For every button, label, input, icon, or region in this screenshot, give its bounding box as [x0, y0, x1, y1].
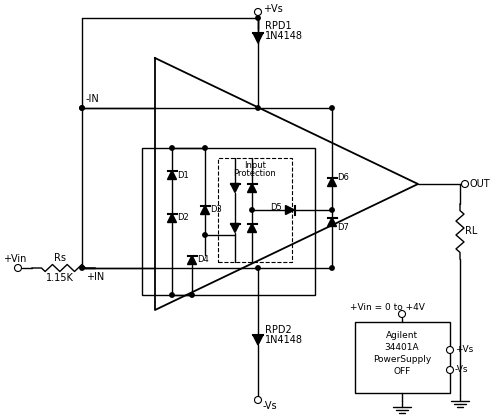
Text: +IN: +IN	[86, 272, 104, 282]
Circle shape	[203, 233, 207, 237]
Circle shape	[250, 208, 254, 212]
Text: OFF: OFF	[394, 367, 410, 376]
Circle shape	[203, 146, 207, 150]
Text: 1.15K: 1.15K	[46, 273, 74, 283]
Text: RPD2: RPD2	[265, 325, 292, 335]
Polygon shape	[328, 178, 336, 186]
Circle shape	[170, 293, 174, 297]
Text: RL: RL	[465, 226, 477, 236]
Polygon shape	[253, 335, 263, 345]
Polygon shape	[188, 255, 196, 265]
Circle shape	[80, 106, 84, 110]
Polygon shape	[328, 218, 336, 226]
Circle shape	[256, 266, 260, 270]
Text: Rs: Rs	[54, 253, 66, 263]
Text: -Vs: -Vs	[455, 366, 468, 374]
Text: +Vin: +Vin	[4, 254, 26, 264]
Circle shape	[170, 146, 174, 150]
Circle shape	[398, 310, 406, 317]
Text: PowerSupply: PowerSupply	[373, 356, 431, 364]
Polygon shape	[200, 206, 209, 215]
Polygon shape	[168, 213, 176, 223]
Circle shape	[80, 106, 84, 110]
Text: 1N4148: 1N4148	[265, 335, 303, 345]
Circle shape	[462, 181, 468, 188]
Text: D3: D3	[210, 206, 222, 215]
Text: D2: D2	[177, 213, 189, 223]
Circle shape	[80, 266, 84, 270]
Circle shape	[330, 266, 334, 270]
Polygon shape	[230, 223, 239, 233]
Text: +Vs: +Vs	[455, 346, 473, 354]
Text: -IN: -IN	[86, 94, 100, 104]
Text: Protection: Protection	[234, 168, 276, 178]
Text: -Vs: -Vs	[263, 401, 278, 411]
Text: RPD1: RPD1	[265, 21, 291, 31]
Text: D1: D1	[177, 171, 189, 179]
Text: D5: D5	[270, 203, 282, 213]
Text: D6: D6	[337, 173, 349, 181]
Circle shape	[254, 396, 262, 404]
Circle shape	[446, 347, 454, 354]
Polygon shape	[230, 183, 239, 193]
Text: 1N4148: 1N4148	[265, 31, 303, 41]
Bar	[218, 158, 292, 262]
Bar	[355, 322, 450, 393]
Text: Input: Input	[244, 161, 266, 169]
Text: 34401A: 34401A	[384, 344, 420, 352]
Polygon shape	[253, 33, 263, 43]
Text: OUT: OUT	[470, 179, 490, 189]
Bar	[142, 148, 315, 295]
Circle shape	[190, 293, 194, 297]
Circle shape	[446, 366, 454, 374]
Text: Agilent: Agilent	[386, 332, 418, 341]
Circle shape	[330, 106, 334, 110]
Polygon shape	[286, 206, 294, 215]
Text: D7: D7	[337, 223, 349, 231]
Circle shape	[256, 16, 260, 20]
Circle shape	[330, 208, 334, 212]
Circle shape	[254, 8, 262, 15]
Circle shape	[14, 265, 21, 272]
Text: D4: D4	[197, 255, 209, 265]
Polygon shape	[248, 183, 256, 193]
Text: +Vs: +Vs	[263, 4, 283, 14]
Polygon shape	[168, 171, 176, 179]
Text: +Vin = 0 to +4V: +Vin = 0 to +4V	[350, 302, 425, 312]
Polygon shape	[248, 223, 256, 233]
Circle shape	[256, 106, 260, 110]
